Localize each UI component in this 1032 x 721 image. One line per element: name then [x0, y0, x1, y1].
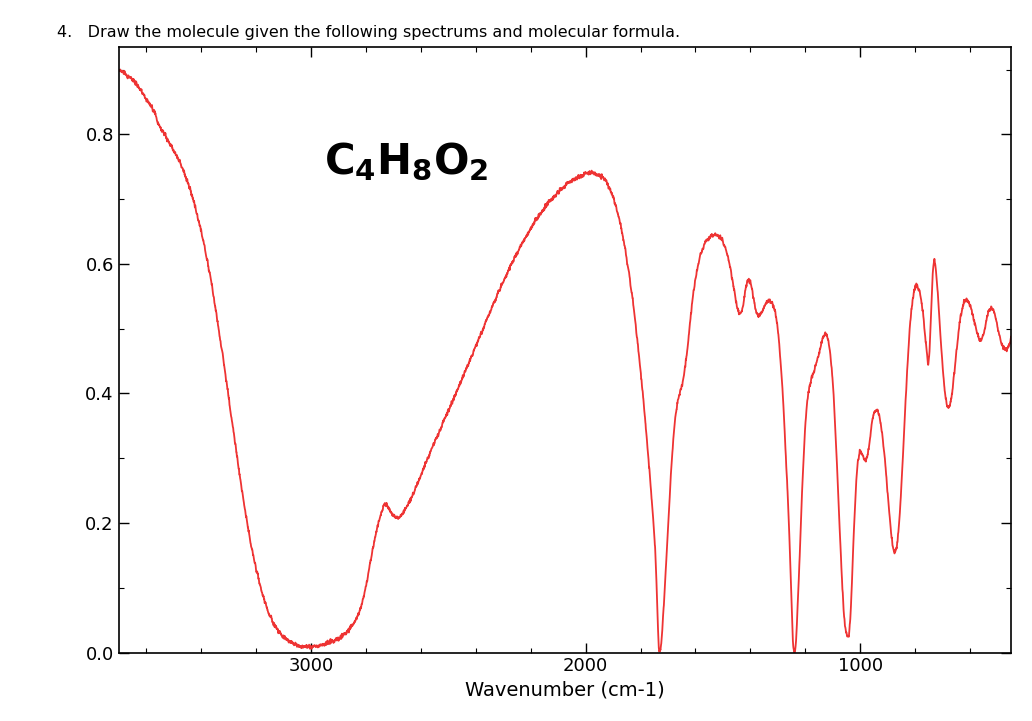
Text: $\mathbf{C_4H_8O_2}$: $\mathbf{C_4H_8O_2}$	[324, 141, 488, 183]
Text: 4.   Draw the molecule given the following spectrums and molecular formula.: 4. Draw the molecule given the following…	[57, 25, 680, 40]
X-axis label: Wavenumber (cm-1): Wavenumber (cm-1)	[465, 681, 665, 700]
